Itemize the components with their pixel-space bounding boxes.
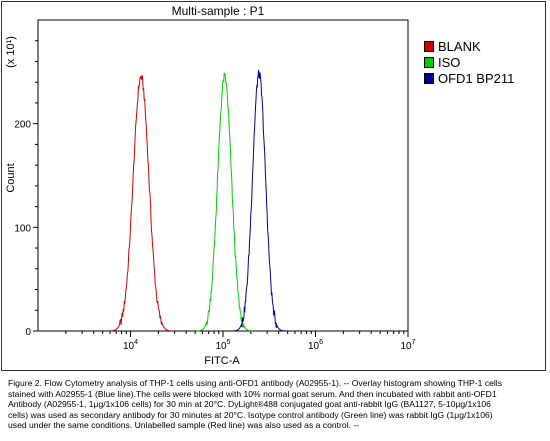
legend-label: ISO [438,54,461,70]
legend-swatch [424,56,434,68]
legend: BLANK ISO OFD1 BP211 [424,38,514,86]
legend-item: ISO [424,54,514,70]
y-axis-label: Count [5,163,17,192]
legend-label: OFD1 BP211 [438,70,515,86]
legend-swatch [424,72,434,84]
histogram-series-ofd1-bp211 [233,69,285,332]
legend-swatch [424,40,434,52]
chart-title: Multi-sample : P1 [172,4,265,18]
y-tick-label: 100 [14,223,31,234]
x-tick-label: 104 [123,339,138,352]
caption-line: stained with A02955-1 (Blue line).The ce… [8,388,497,399]
x-tick-label: 106 [308,339,323,352]
caption-line: Antibody (A02955-1, 1μg/1x106 cells) for… [8,399,491,410]
histogram-series-iso [196,72,253,332]
x-tick-label: 105 [215,339,230,352]
x-tick-label: 107 [400,339,415,352]
legend-item: OFD1 BP211 [424,70,514,86]
histogram-chart: Multi-sample : P1 (x 10¹) Count FITC-A 0… [5,4,416,367]
x-axis-label: FITC-A [204,355,240,367]
legend-item: BLANK [424,38,514,54]
caption-line: Figure 2. Flow Cytometry analysis of THP… [8,378,503,388]
histogram-series-blank [109,75,173,332]
plot-area-frame [37,19,409,332]
caption-line: used under the same conditions. Unlabell… [8,420,360,431]
figure-frame [1,1,546,371]
figure-caption: Figure 2. Flow Cytometry analysis of THP… [8,378,544,431]
y-axis-multiplier: (x 10¹) [5,36,17,68]
legend-label: BLANK [438,38,481,54]
caption-line: cells) was used as secondary antibody fo… [8,409,493,420]
y-tick-label: 0 [25,327,31,338]
y-tick-label: 200 [14,120,31,131]
